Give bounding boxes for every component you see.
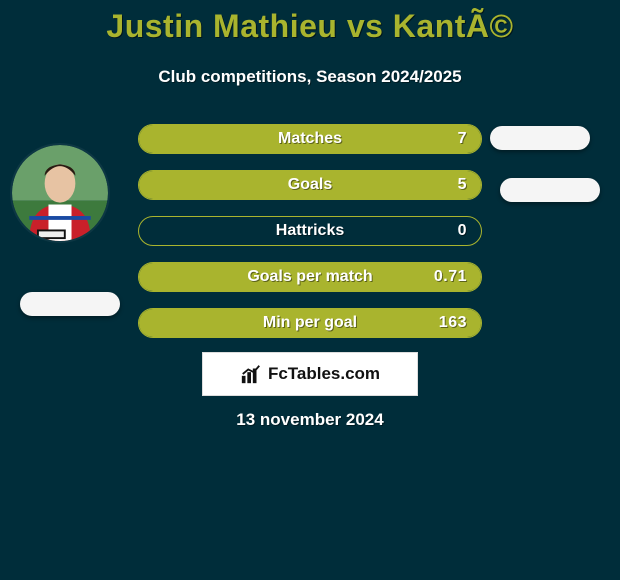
- stat-label: Hattricks: [276, 222, 344, 240]
- stat-value: 0.71: [434, 268, 467, 286]
- player-left-club-badge: [20, 292, 120, 316]
- source-attribution-text: FcTables.com: [268, 364, 380, 384]
- avatar-placeholder-icon: [12, 145, 108, 241]
- chart-icon: [240, 363, 262, 385]
- player-right-club-badge-2: [500, 178, 600, 202]
- stat-row: Goals 5: [138, 170, 482, 200]
- page-title: Justin Mathieu vs KantÃ©: [0, 0, 620, 45]
- stat-value: 7: [458, 130, 467, 148]
- player-right-club-badge-1: [490, 126, 590, 150]
- snapshot-date: 13 november 2024: [0, 410, 620, 430]
- stat-label: Matches: [278, 130, 342, 148]
- stat-value: 5: [458, 176, 467, 194]
- stat-row: Matches 7: [138, 124, 482, 154]
- source-attribution: FcTables.com: [202, 352, 418, 396]
- stat-row: Goals per match 0.71: [138, 262, 482, 292]
- stat-label: Min per goal: [263, 314, 357, 332]
- subtitle: Club competitions, Season 2024/2025: [0, 51, 620, 87]
- stat-label: Goals: [288, 176, 332, 194]
- player-left-avatar: [10, 143, 110, 243]
- stat-value: 0: [458, 222, 467, 240]
- stat-row: Min per goal 163: [138, 308, 482, 338]
- stat-value: 163: [439, 314, 467, 332]
- stat-bars: Matches 7 Goals 5 Hattricks 0 Goals per match 0…: [138, 124, 482, 338]
- stat-label: Goals per match: [247, 268, 372, 286]
- stat-row: Hattricks 0: [138, 216, 482, 246]
